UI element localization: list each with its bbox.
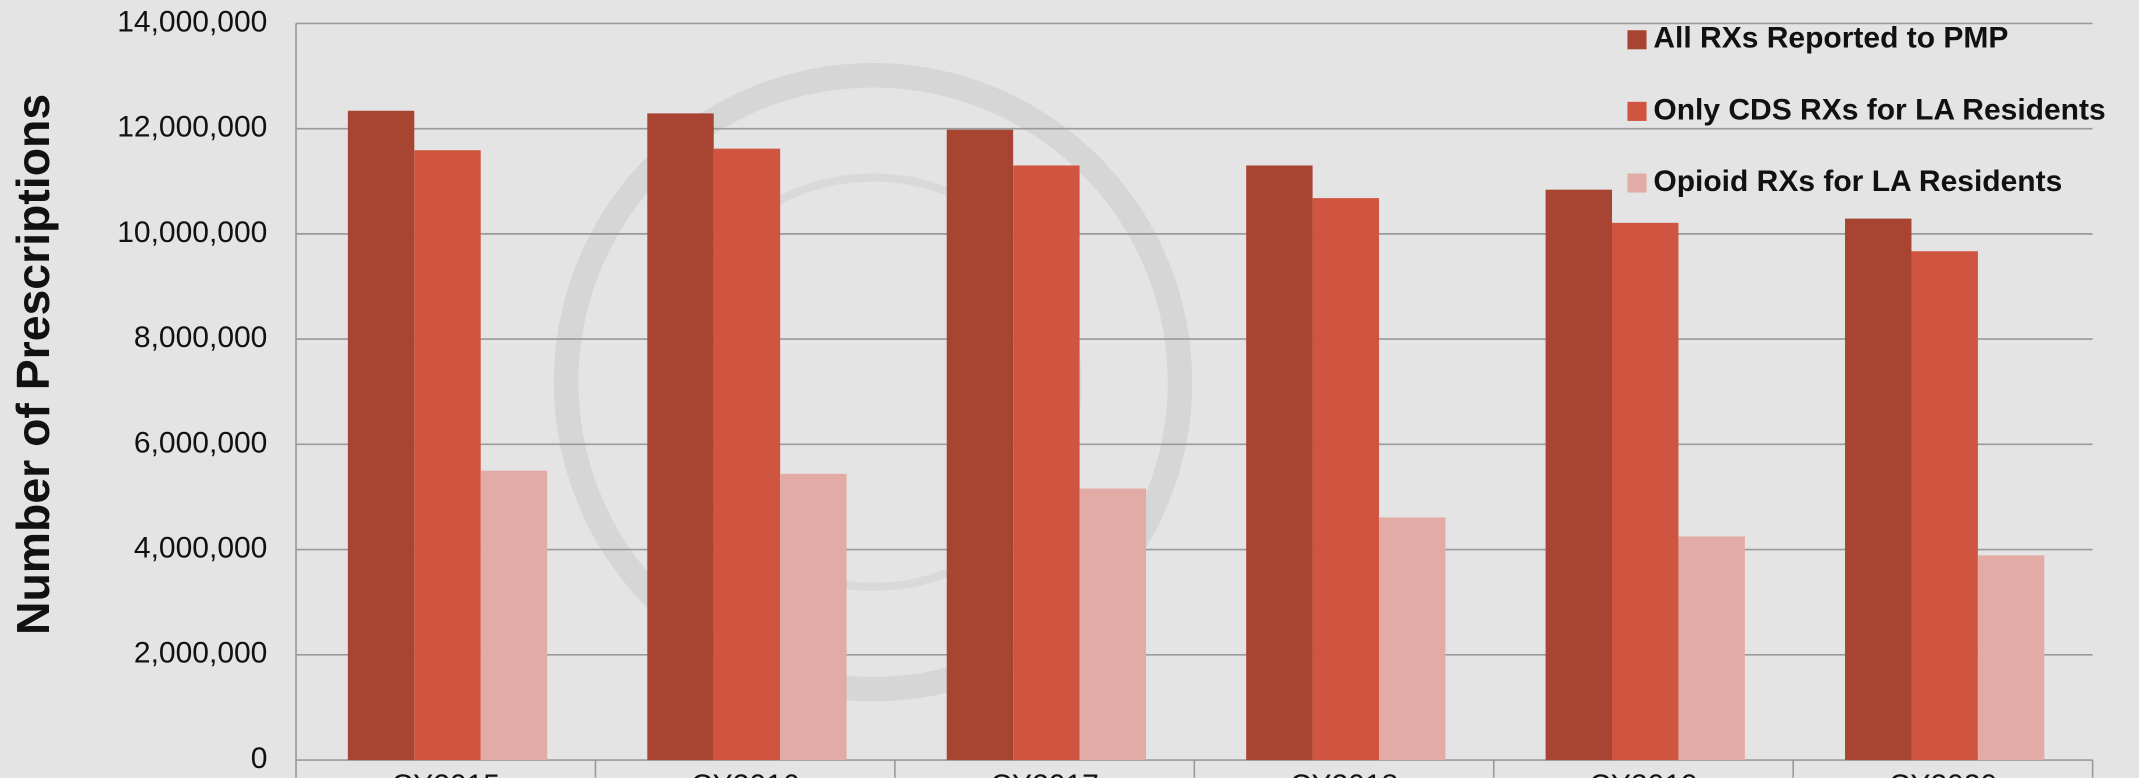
bar [647, 113, 714, 761]
x-tick-label: CY2016 [691, 769, 799, 778]
legend-swatch [1627, 101, 1647, 121]
legend-swatch [1627, 173, 1647, 193]
bar [347, 110, 415, 761]
bar [1379, 517, 1446, 761]
bar [414, 150, 481, 761]
y-tick-label: 0 [251, 742, 268, 775]
y-tick-label: 8,000,000 [134, 321, 267, 354]
bar [1312, 198, 1380, 761]
x-tick-label: CY2018 [1290, 769, 1398, 778]
y-tick-label: 6,000,000 [134, 426, 267, 459]
bar [1246, 165, 1313, 761]
bar [1678, 536, 1745, 761]
y-tick-label: 4,000,000 [134, 532, 267, 565]
bar [780, 473, 847, 761]
bar [1612, 222, 1679, 761]
y-tick-label: 10,000,000 [117, 216, 267, 249]
y-axis-title: Number of Prescriptions [7, 94, 59, 635]
y-tick-label: 12,000,000 [117, 111, 267, 144]
x-tick-label: CY2020 [1889, 769, 1997, 778]
x-tick-label: CY2017 [990, 769, 1098, 778]
seal-watermark [553, 62, 1193, 702]
bar [946, 129, 1014, 761]
x-tick-label: CY2019 [1589, 769, 1697, 778]
bar [1079, 488, 1147, 761]
bar [1545, 189, 1613, 761]
bar [1845, 218, 1912, 761]
x-tick-label: CY2015 [392, 769, 500, 778]
bar [1911, 251, 1978, 761]
legend-swatch [1627, 30, 1647, 50]
legend-label: Only CDS RXs for LA Residents [1653, 93, 2105, 126]
y-tick-label: 2,000,000 [134, 637, 267, 670]
bar [480, 470, 548, 761]
y-tick-label: 14,000,000 [117, 5, 267, 38]
legend-label: All RXs Reported to PMP [1653, 22, 2008, 55]
legend-label: Opioid RXs for LA Residents [1653, 165, 2062, 198]
bar [713, 148, 781, 761]
bar [1977, 555, 2045, 761]
bar [1013, 165, 1080, 761]
